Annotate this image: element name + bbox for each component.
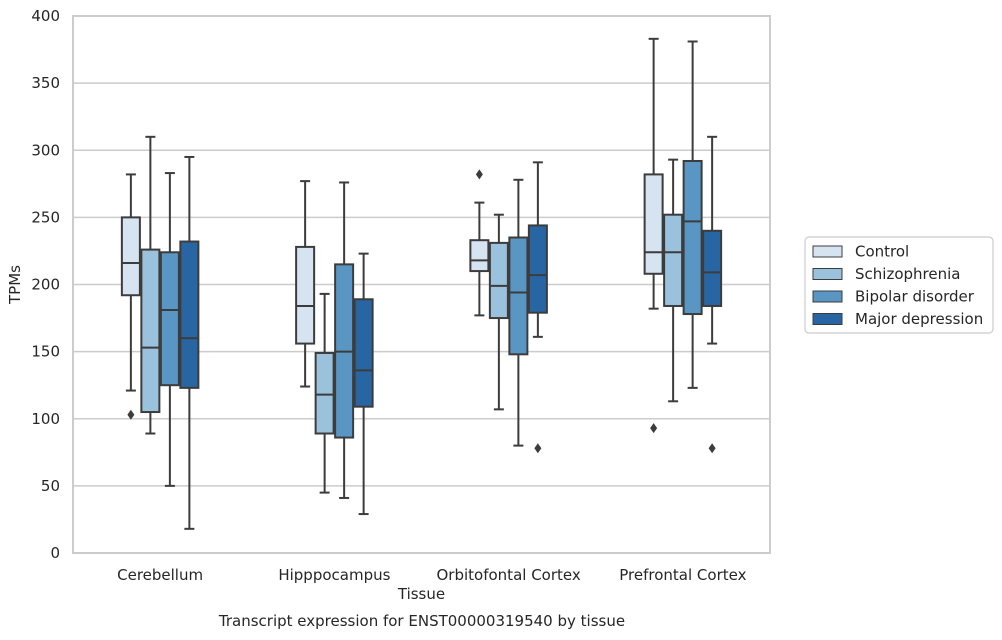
box-bipolar-disorder: [334, 181, 355, 499]
box-iqr: [353, 298, 374, 408]
box-schizophrenia: [140, 135, 161, 435]
legend-swatch: [812, 268, 843, 280]
box-iqr: [469, 239, 490, 273]
y-axis-ticks: 0 50 100 150 200 250 300 350 400: [31, 7, 60, 562]
box-schizophrenia: [488, 213, 509, 411]
legend-swatch: [812, 245, 843, 258]
box-iqr: [488, 241, 509, 320]
y-tick-label: 0: [50, 544, 60, 562]
y-axis-title: TPMs: [6, 265, 24, 305]
box-iqr: [682, 159, 703, 316]
y-tick-label: 150: [31, 343, 60, 361]
legend-label: Major depression: [855, 310, 983, 328]
box-schizophrenia: [663, 158, 684, 403]
legend-label: Bipolar disorder: [855, 288, 975, 306]
outlier-point: [708, 443, 716, 454]
legend-swatch: [812, 290, 843, 303]
outlier-point: [127, 409, 135, 420]
y-tick-label: 100: [31, 410, 60, 428]
box-iqr: [159, 251, 180, 387]
outlier-point: [534, 443, 542, 454]
box-control: [643, 37, 664, 434]
box-series: [120, 37, 723, 530]
legend-swatch: [812, 313, 843, 325]
box-major-depression: [527, 161, 548, 454]
box-iqr: [508, 236, 529, 356]
box-major-depression: [353, 252, 374, 516]
box-bipolar-disorder: [682, 40, 703, 389]
chart-caption: Transcript expression for ENST0000031954…: [218, 612, 625, 630]
box-schizophrenia: [314, 292, 335, 494]
x-tick-label: Prefrontal Cortex: [619, 566, 746, 584]
y-tick-label: 200: [31, 276, 60, 294]
box-iqr: [295, 245, 316, 345]
x-axis-ticks: Cerebellum Hipppocampus Orbitofontal Corte…: [117, 566, 746, 584]
legend-label: Control: [855, 243, 909, 261]
box-iqr: [140, 248, 161, 414]
box-major-depression: [702, 135, 723, 454]
box-iqr: [663, 213, 684, 307]
y-tick-label: 50: [41, 477, 60, 495]
outlier-point: [650, 423, 658, 434]
box-bipolar-disorder: [508, 178, 529, 447]
x-tick-label: Hipppocampus: [278, 566, 390, 584]
box-control: [469, 169, 490, 317]
legend-label: Schizophrenia: [855, 265, 960, 283]
legend: Control Schizophrenia Bipolar disorder Majo…: [804, 236, 994, 334]
plot-frame: [72, 15, 771, 554]
outlier-point: [475, 169, 483, 180]
box-iqr: [702, 229, 723, 307]
box-iqr: [527, 224, 548, 314]
x-tick-label: Orbitofontal Cortex: [437, 566, 581, 584]
box-iqr: [643, 173, 664, 275]
box-major-depression: [179, 155, 200, 530]
y-tick-label: 350: [31, 74, 60, 92]
x-axis-title: Tissue: [397, 585, 445, 603]
legend-frame: [804, 236, 994, 334]
box-control: [295, 180, 316, 388]
box-iqr: [120, 216, 141, 297]
box-iqr: [314, 351, 335, 435]
box-bipolar-disorder: [159, 172, 180, 487]
x-tick-label: Cerebellum: [117, 566, 203, 584]
y-tick-label: 400: [31, 7, 60, 25]
box-control: [120, 173, 141, 420]
y-tick-label: 300: [31, 141, 60, 159]
y-tick-label: 250: [31, 208, 60, 226]
box-iqr: [179, 240, 200, 389]
